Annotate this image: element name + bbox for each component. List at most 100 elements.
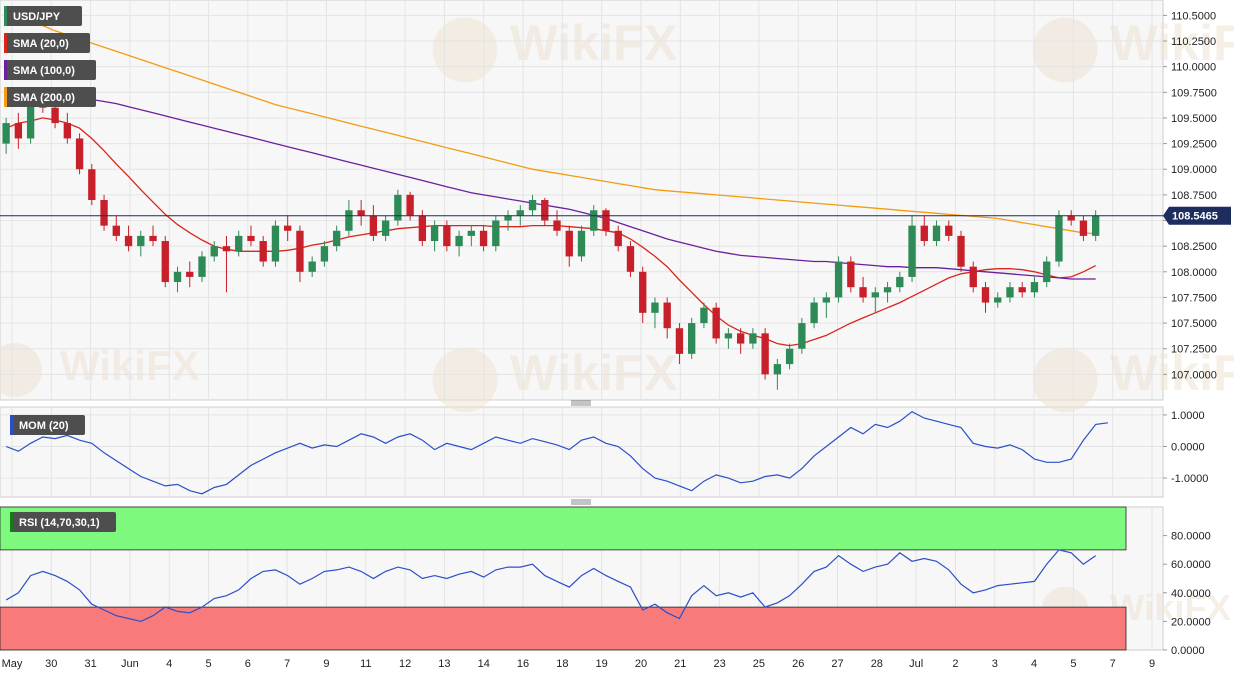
- candle-body: [75, 138, 84, 170]
- candle-body: [369, 215, 378, 236]
- candle-body: [51, 107, 59, 124]
- candle-body: [969, 266, 977, 288]
- rsi-overbought-zone: [0, 506, 1127, 551]
- momentum-legend-box: [10, 415, 85, 435]
- time-axis-label: 30: [45, 658, 57, 670]
- candle-body: [345, 210, 353, 231]
- momentum-legend: MOM (20): [10, 415, 85, 435]
- sma-20-line: [5, 117, 1096, 347]
- price-tick-label: 107.0000: [1171, 369, 1217, 381]
- rsi-tick-label: 0.0000: [1171, 645, 1205, 657]
- sma100-legend-swatch: [4, 60, 7, 80]
- candle-body: [945, 225, 953, 236]
- candle-body: [859, 287, 867, 298]
- time-axis-label: 13: [438, 658, 450, 670]
- momentum-tick-label: 1.0000: [1171, 410, 1205, 422]
- rsi-legend-swatch: [10, 512, 13, 532]
- momentum-legend-text: MOM (20): [19, 420, 69, 432]
- candle-body: [381, 220, 390, 236]
- candle-body: [259, 241, 267, 262]
- price-tick-label: 110.0000: [1171, 62, 1216, 74]
- candle-body: [308, 261, 316, 272]
- time-axis-label: 31: [84, 658, 96, 670]
- sma20-legend-text: SMA (20,0): [13, 38, 69, 50]
- symbol-label-swatch: [4, 6, 7, 26]
- momentum-tick-label: 0.0000: [1171, 441, 1205, 453]
- time-axis-label: 4: [166, 658, 172, 670]
- watermark-logo-icon: [432, 347, 498, 413]
- candle-body: [443, 225, 451, 247]
- time-axis-label: 23: [713, 658, 725, 670]
- candle-body: [994, 297, 1002, 303]
- candle-body: [626, 246, 635, 272]
- candle-body: [137, 235, 145, 247]
- candle-body: [896, 276, 904, 288]
- candle-body: [847, 261, 855, 288]
- watermark-text: WikiFX: [1110, 587, 1231, 628]
- time-axis-label: 25: [753, 658, 765, 670]
- time-axis-label: 7: [1110, 658, 1116, 670]
- candle-body: [247, 235, 255, 242]
- candle-body: [210, 246, 218, 257]
- candle-body: [235, 235, 243, 252]
- candle-body: [479, 230, 488, 247]
- sma200-legend-box: [4, 87, 96, 107]
- price-tick-label: 109.5000: [1171, 113, 1217, 125]
- candle-body: [675, 328, 684, 354]
- candle-body: [920, 225, 928, 242]
- symbol-label: USD/JPY: [4, 6, 82, 26]
- candle-body: [124, 235, 133, 247]
- candle-body: [822, 297, 831, 303]
- candle-body: [834, 261, 843, 298]
- current-price-value: 108.5465: [1172, 211, 1218, 223]
- candle-body: [565, 230, 573, 257]
- time-axis-label: 20: [635, 658, 647, 670]
- candle-body: [198, 256, 206, 277]
- candle-body: [785, 348, 794, 365]
- candle-body: [1055, 215, 1063, 262]
- time-axis-label: 27: [831, 658, 843, 670]
- time-axis-label: 6: [245, 658, 251, 670]
- candle-body: [1079, 220, 1088, 236]
- candle-body: [981, 287, 990, 303]
- price-tick-label: 109.2500: [1171, 139, 1217, 151]
- candle-body: [14, 123, 23, 139]
- candle-body: [186, 271, 194, 277]
- watermark-logo-icon: [1032, 17, 1098, 83]
- candle-body: [810, 302, 818, 324]
- rsi-tick-label: 40.0000: [1171, 588, 1211, 600]
- time-axis-label: 5: [205, 658, 211, 670]
- candle-body: [749, 333, 757, 344]
- candle-body: [1091, 215, 1100, 236]
- candle-body: [100, 200, 108, 226]
- candle-body: [651, 302, 659, 313]
- candle-body: [1067, 215, 1075, 221]
- watermark-logo-icon: [1032, 347, 1098, 413]
- candle-body: [455, 235, 463, 247]
- candle-body: [1043, 261, 1051, 283]
- candle-body: [590, 210, 598, 231]
- candle-body: [26, 97, 35, 139]
- time-axis-label: Jul: [909, 658, 923, 670]
- candle-body: [296, 230, 304, 272]
- rsi-legend-text: RSI (14,70,30,1): [19, 517, 100, 529]
- candle-body: [430, 225, 439, 242]
- momentum-line: [5, 410, 1108, 495]
- sma-200-line: [5, 9, 1096, 235]
- price-tick-label: 110.5000: [1171, 10, 1216, 22]
- candle-body: [663, 302, 671, 329]
- price-tick-label: 108.0000: [1171, 267, 1217, 279]
- candle-body: [773, 364, 782, 375]
- time-axis-label: 26: [792, 658, 804, 670]
- symbol-label-box: [4, 6, 82, 26]
- candle-body: [1006, 287, 1014, 298]
- candle-body: [602, 210, 610, 231]
- candle-body: [332, 230, 341, 247]
- candle-body: [577, 230, 586, 257]
- watermark-text: WikiFX: [1110, 344, 1234, 401]
- time-axis-label: 14: [478, 658, 490, 670]
- candle-body: [724, 333, 733, 339]
- watermark-text: WikiFX: [510, 14, 678, 71]
- candle-body: [173, 271, 182, 283]
- candle-body: [932, 225, 941, 242]
